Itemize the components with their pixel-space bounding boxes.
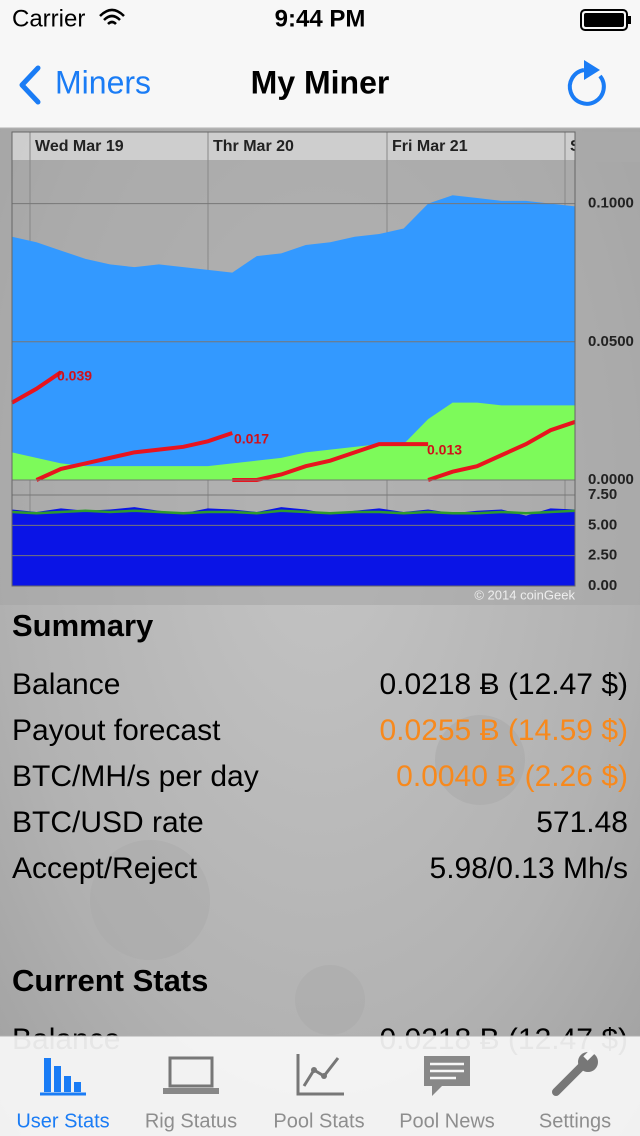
tab-icon[interactable] — [40, 1058, 86, 1096]
row-label: BTC/MH/s per day — [12, 760, 259, 793]
refresh-arrow[interactable] — [584, 60, 600, 80]
x-tick-label: Thr Mar 20 — [213, 138, 294, 155]
x-tick-label: Wed Mar 19 — [35, 138, 124, 155]
row-label: Accept/Reject — [12, 852, 198, 885]
x-tick-label: Fri Mar 21 — [392, 138, 468, 155]
tab-bar — [0, 1036, 640, 1136]
y-tick-label: 0.0000 — [588, 471, 634, 488]
tab-icon[interactable] — [163, 1056, 219, 1094]
refresh-button[interactable] — [567, 60, 606, 106]
carrier: Carrier — [12, 5, 85, 32]
battery-level — [584, 13, 624, 27]
line — [11, 509, 576, 515]
row-label: BTC/USD rate — [12, 806, 204, 839]
area — [12, 507, 575, 586]
crater — [295, 965, 365, 1035]
date-mask — [575, 132, 640, 162]
nav-title: My Miner — [251, 64, 390, 100]
row-value: 5.98/0.13 Mh/s — [430, 852, 628, 885]
tab-icon[interactable] — [552, 1049, 598, 1096]
tab-icon[interactable] — [296, 1054, 344, 1096]
battery — [580, 9, 628, 31]
tab-label[interactable]: Pool Stats — [273, 1110, 364, 1132]
row-value: 571.48 — [536, 806, 628, 839]
tab-label[interactable]: User Stats — [16, 1110, 109, 1132]
wifi-icon — [99, 8, 125, 25]
line — [232, 442, 429, 482]
row-value: 0.0040 Ƀ (2.26 $) — [396, 760, 628, 793]
area — [12, 402, 575, 480]
chart-frame — [11, 131, 576, 587]
area — [12, 195, 575, 480]
section-title: Current Stats — [12, 963, 208, 998]
date-header — [12, 132, 575, 160]
battery-tip — [628, 16, 631, 24]
row-label: Payout forecast — [12, 714, 221, 747]
credit: © 2014 coinGeek — [474, 587, 575, 602]
row-value: 0.0218 Ƀ (12.47 $) — [379, 668, 628, 701]
row-label: Balance — [12, 668, 120, 701]
line — [11, 370, 63, 405]
tab-label[interactable]: Pool News — [399, 1110, 495, 1132]
y-tick-label: 7.50 — [588, 486, 617, 503]
nav-bar-bg — [0, 0, 640, 128]
line — [35, 431, 233, 482]
y-tick-label: 0.1000 — [588, 195, 634, 212]
y-tick-label: 0.00 — [588, 577, 617, 594]
back-button[interactable]: Miners — [55, 64, 151, 100]
y-tick-label: 2.50 — [588, 547, 617, 564]
tab-icon[interactable] — [424, 1056, 470, 1096]
back-chevron[interactable] — [19, 65, 41, 105]
refresh-arc[interactable] — [567, 68, 606, 106]
section-title: Summary — [12, 608, 154, 643]
y-tick-label: 0.0500 — [588, 333, 634, 350]
row-value: 0.0255 Ƀ (14.59 $) — [379, 714, 628, 747]
annotation: 0.039 — [57, 368, 92, 384]
clock: 9:44 PM — [275, 5, 366, 32]
crater — [90, 840, 210, 960]
tab-label[interactable]: Rig Status — [145, 1110, 237, 1132]
tab-label[interactable]: Settings — [539, 1110, 611, 1132]
annotation: 0.017 — [234, 431, 269, 447]
y-tick-label: 5.00 — [588, 516, 617, 533]
annotation: 0.013 — [427, 442, 462, 458]
line — [427, 420, 576, 482]
crater — [435, 715, 525, 805]
